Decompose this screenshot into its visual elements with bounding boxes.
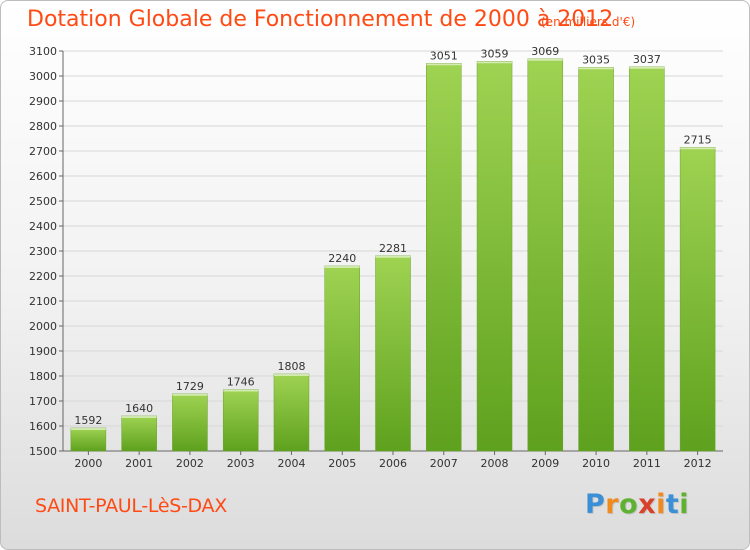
bar-2002 — [172, 393, 208, 452]
bar-2000 — [70, 427, 107, 452]
x-tick-label-2012: 2012 — [684, 457, 712, 470]
bar-2005 — [324, 265, 360, 452]
bar-highlight — [629, 66, 665, 69]
x-tick-label-2005: 2005 — [328, 457, 356, 470]
bar-2001 — [121, 415, 157, 452]
x-tick-label-2011: 2011 — [633, 457, 661, 470]
bar-2011 — [629, 66, 665, 452]
commune-name: SAINT-PAUL-LèS-DAX — [35, 495, 227, 517]
y-tick-labels: 1500 1600 1700 1800 1900 2000 2100 2200 2300 2400… — [29, 45, 57, 458]
bar-highlight — [70, 428, 106, 430]
data-label-2008: 3059 — [481, 47, 509, 60]
data-label-2006: 2281 — [379, 242, 407, 255]
x-tick-label-2003: 2003 — [227, 457, 255, 470]
y-tick-label: 1800 — [29, 370, 57, 383]
bar-highlight — [172, 393, 208, 396]
bar-2012 — [679, 147, 716, 452]
bar-highlight — [527, 58, 563, 61]
y-tick-label: 1600 — [29, 420, 57, 433]
bar-2006 — [375, 255, 411, 452]
chart-title: Dotation Globale de Fonctionnement de 20… — [27, 7, 614, 32]
x-tick-label-2009: 2009 — [531, 457, 559, 470]
bar-2004 — [273, 373, 310, 452]
data-label-2010: 3035 — [582, 53, 610, 66]
y-tick-label: 2200 — [29, 270, 57, 283]
x-tick-label-2010: 2010 — [582, 457, 610, 470]
y-tick-label: 2300 — [29, 245, 57, 258]
x-tick-label-2008: 2008 — [481, 457, 509, 470]
x-tick-label-2006: 2006 — [379, 457, 407, 470]
bar-highlight — [324, 266, 360, 268]
logo-letter: i — [656, 489, 666, 520]
bar-2007 — [426, 63, 462, 452]
bar-highlight — [375, 255, 411, 258]
bar-highlight — [578, 67, 614, 70]
data-label-2000: 1592 — [74, 414, 102, 427]
data-label-2009: 3069 — [531, 45, 559, 58]
y-tick-label: 2000 — [29, 320, 57, 333]
bar-highlight — [426, 63, 462, 66]
chart-subtitle: (en milliers d'€) — [541, 15, 636, 29]
data-label-2011: 3037 — [633, 53, 661, 66]
x-tick-label-2002: 2002 — [176, 457, 204, 470]
x-tick-labels: 2000 2001 2002 2003 2004 2005 2006 2007 2008 2009… — [74, 457, 711, 470]
y-tick-label: 2600 — [29, 170, 57, 183]
bar-highlight — [680, 147, 716, 150]
y-tick-label: 3100 — [29, 45, 57, 58]
data-label-2002: 1729 — [176, 380, 204, 393]
y-tick-label: 2900 — [29, 95, 57, 108]
x-tick-label-2007: 2007 — [430, 457, 458, 470]
bar-highlight — [121, 416, 157, 418]
data-label-2012: 2715 — [684, 133, 712, 146]
logo-letter: P — [585, 489, 606, 520]
data-label-2004: 1808 — [277, 360, 305, 373]
y-tick-label: 2500 — [29, 195, 57, 208]
logo-letter: t — [665, 489, 680, 520]
bar-highlight — [273, 374, 309, 376]
x-tick-label-2000: 2000 — [74, 457, 102, 470]
bar-highlight — [477, 61, 513, 64]
data-label-2001: 1640 — [125, 402, 153, 415]
bars — [70, 58, 716, 452]
proxiti-logo: Proxiti — [585, 489, 689, 520]
bar-2009 — [527, 58, 564, 452]
bar-2010 — [578, 67, 614, 452]
data-label-2003: 1746 — [227, 376, 255, 389]
logo-letter: r — [605, 489, 620, 520]
logo-letter: o — [619, 489, 639, 520]
y-tick-label: 1500 — [29, 445, 57, 458]
data-label-2007: 3051 — [430, 49, 458, 62]
data-labels: 1592 1640 1729 1746 1808 2240 2281 3051 3059 3069… — [74, 45, 711, 427]
y-tick-label: 2800 — [29, 120, 57, 133]
logo-letter: i — [679, 489, 690, 520]
bar-highlight — [223, 389, 259, 392]
logo-letter: x — [638, 489, 657, 520]
x-tick-label-2004: 2004 — [277, 457, 305, 470]
y-tick-label: 2700 — [29, 145, 57, 158]
bar-2003 — [222, 389, 259, 452]
y-tick-label: 2400 — [29, 220, 57, 233]
y-tick-label: 3000 — [29, 70, 57, 83]
y-tick-label: 1900 — [29, 345, 57, 358]
y-tick-label: 1700 — [29, 395, 57, 408]
y-tick-label: 2100 — [29, 295, 57, 308]
data-label-2005: 2240 — [328, 252, 356, 265]
x-tick-label-2001: 2001 — [125, 457, 153, 470]
bar-2008 — [476, 61, 513, 452]
